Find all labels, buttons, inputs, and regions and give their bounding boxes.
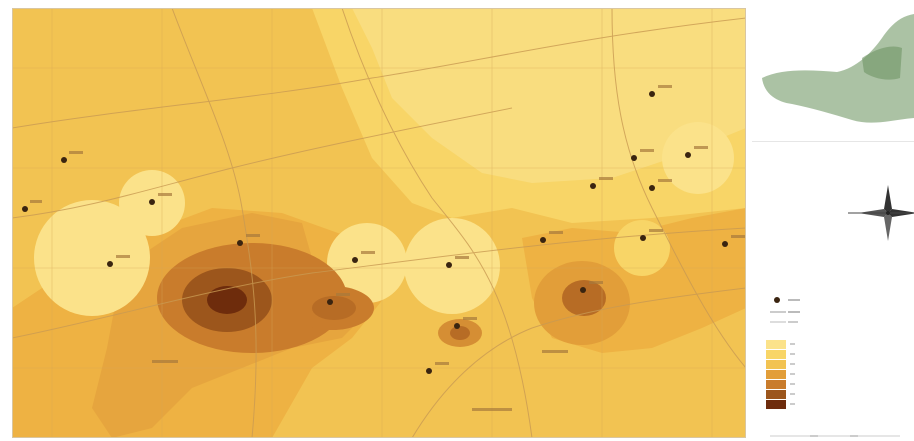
well-point[interactable] [454,323,460,329]
light-halo-center [327,223,407,303]
well-point[interactable] [649,91,655,97]
locator-study-area [862,46,902,80]
map-neatline [12,8,746,438]
well-point[interactable] [426,368,432,374]
surface-class-7-east [562,280,606,316]
map-legend [766,297,800,409]
well-point[interactable] [327,299,333,305]
well-point[interactable] [237,240,243,246]
well-point-icon [774,297,780,303]
well-point[interactable] [685,152,691,158]
legend-class-7-swatch [766,400,786,409]
linear-features [12,8,746,438]
well-point[interactable] [446,262,452,268]
light-halo-northeast [662,122,734,194]
well-point[interactable] [722,241,728,247]
well-point[interactable] [149,199,155,205]
light-halo-west [34,200,150,316]
surface-class-8-west [207,286,247,314]
locator-map [752,8,914,142]
locator-land-area [762,14,914,123]
well-point[interactable] [107,261,113,267]
well-point[interactable] [352,257,358,263]
legend-classes [766,340,795,409]
surface-class-7-lobe [312,296,356,320]
legend-class-6-swatch [766,390,786,399]
legend-class-3-swatch [766,360,786,369]
light-halo-center-east [404,218,500,314]
well-point[interactable] [22,206,28,212]
legend-class-5-swatch [766,380,786,389]
well-point[interactable] [640,235,646,241]
well-point[interactable] [590,183,596,189]
well-point[interactable] [649,185,655,191]
surface-class-1-northeast [352,8,746,183]
legend-class-4-swatch [766,370,786,379]
surface-class-6-south [450,326,470,340]
legend-symbols [770,297,800,323]
well-point[interactable] [61,157,67,163]
well-point[interactable] [580,287,586,293]
well-points [22,91,728,374]
light-halo-east [614,220,670,276]
well-point[interactable] [540,237,546,243]
compass-rose-icon [848,185,914,241]
well-label-marks [30,85,745,411]
interpolation-map [12,8,746,438]
scale-bar [770,435,900,437]
well-point[interactable] [631,155,637,161]
graticule [12,8,746,438]
legend-class-2-swatch [766,350,786,359]
legend-class-1-swatch [766,340,786,349]
